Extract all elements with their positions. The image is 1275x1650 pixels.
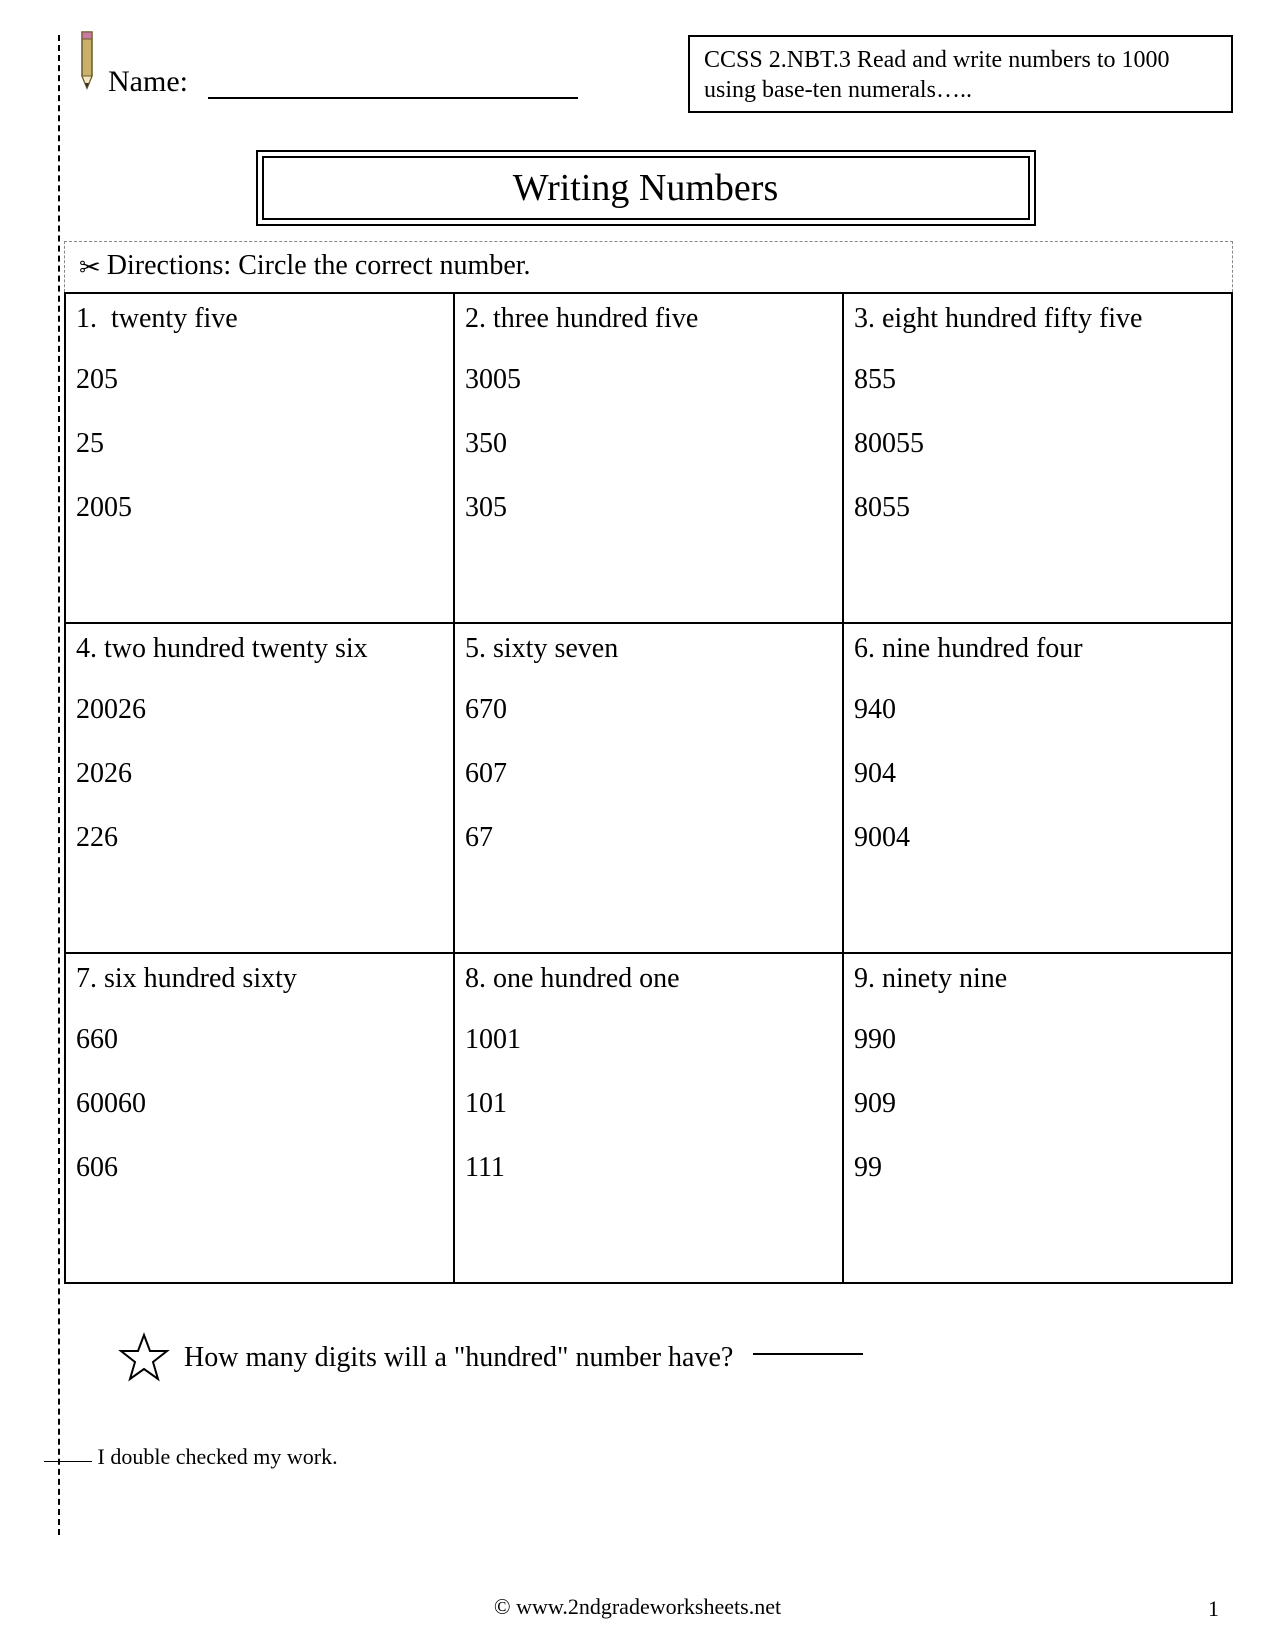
- option[interactable]: 3005: [465, 364, 832, 396]
- standard-box: CCSS 2.NBT.3 Read and write numbers to 1…: [688, 35, 1233, 113]
- q-num: 1.: [76, 303, 97, 334]
- question-grid: 1. twenty five 205 25 2005 2. three hund…: [64, 292, 1233, 1284]
- check-text: I double checked my work.: [98, 1444, 338, 1469]
- option[interactable]: 205: [76, 364, 443, 396]
- header: Name: CCSS 2.NBT.3 Read and write number…: [58, 35, 1233, 125]
- q-num: 6.: [854, 633, 875, 664]
- cell-8: 8. one hundred one 1001 101 111: [454, 953, 843, 1283]
- page-title: Writing Numbers: [262, 156, 1030, 220]
- cell-9: 9. ninety nine 990 909 99: [843, 953, 1232, 1283]
- q-num: 4.: [76, 633, 97, 664]
- q-num: 7.: [76, 963, 97, 994]
- option[interactable]: 855: [854, 364, 1221, 396]
- cell-3: 3. eight hundred fifty five 855 80055 80…: [843, 293, 1232, 623]
- option[interactable]: 909: [854, 1088, 1221, 1120]
- q-num: 3.: [854, 303, 875, 334]
- cell-2: 2. three hundred five 3005 350 305: [454, 293, 843, 623]
- option[interactable]: 350: [465, 428, 832, 460]
- q-word: one hundred one: [493, 963, 680, 994]
- cell-4: 4. two hundred twenty six 20026 2026 226: [65, 623, 454, 953]
- option[interactable]: 940: [854, 694, 1221, 726]
- option[interactable]: 670: [465, 694, 832, 726]
- option[interactable]: 80055: [854, 428, 1221, 460]
- option[interactable]: 67: [465, 822, 832, 854]
- option[interactable]: 20026: [76, 694, 443, 726]
- q-num: 9.: [854, 963, 875, 994]
- cell-1: 1. twenty five 205 25 2005: [65, 293, 454, 623]
- option[interactable]: 2005: [76, 492, 443, 524]
- directions-text: Directions: Circle the correct number.: [107, 250, 531, 282]
- bonus-text: How many digits will a "hundred" number …: [184, 1342, 733, 1374]
- option[interactable]: 904: [854, 758, 1221, 790]
- q-word: two hundred twenty six: [104, 633, 368, 664]
- bonus-answer-line[interactable]: [753, 1353, 863, 1355]
- q-word: three hundred five: [493, 303, 698, 334]
- check-line[interactable]: [44, 1461, 92, 1462]
- option[interactable]: 8055: [854, 492, 1221, 524]
- cell-5: 5. sixty seven 670 607 67: [454, 623, 843, 953]
- option[interactable]: 9004: [854, 822, 1221, 854]
- option[interactable]: 101: [465, 1088, 832, 1120]
- q-num: 5.: [465, 633, 486, 664]
- pencil-icon: [70, 30, 104, 90]
- option[interactable]: 2026: [76, 758, 443, 790]
- option[interactable]: 607: [465, 758, 832, 790]
- option[interactable]: 111: [465, 1152, 832, 1184]
- option[interactable]: 60060: [76, 1088, 443, 1120]
- option[interactable]: 25: [76, 428, 443, 460]
- q-word: six hundred sixty: [104, 963, 297, 994]
- scissors-icon: ✂: [79, 253, 101, 283]
- q-word: nine hundred four: [882, 633, 1083, 664]
- option[interactable]: 990: [854, 1024, 1221, 1056]
- bonus-row: How many digits will a "hundred" number …: [118, 1332, 1233, 1384]
- option[interactable]: 226: [76, 822, 443, 854]
- q-word: sixty seven: [493, 633, 618, 664]
- q-word: ninety nine: [882, 963, 1007, 994]
- check-row: I double checked my work.: [44, 1444, 1233, 1470]
- option[interactable]: 99: [854, 1152, 1221, 1184]
- option[interactable]: 1001: [465, 1024, 832, 1056]
- option[interactable]: 660: [76, 1024, 443, 1056]
- q-num: 2.: [465, 303, 486, 334]
- margin-dash-line: [58, 35, 60, 1535]
- cell-6: 6. nine hundred four 940 904 9004: [843, 623, 1232, 953]
- title-box: Writing Numbers: [256, 150, 1036, 226]
- option[interactable]: 305: [465, 492, 832, 524]
- directions-bar: ✂ Directions: Circle the correct number.: [64, 241, 1233, 292]
- option[interactable]: 606: [76, 1152, 443, 1184]
- q-word: twenty five: [111, 303, 238, 334]
- footer-copyright: © www.2ndgradeworksheets.net: [0, 1594, 1275, 1620]
- page-number: 1: [1208, 1596, 1219, 1622]
- star-icon: [118, 1332, 170, 1384]
- q-num: 8.: [465, 963, 486, 994]
- q-word: eight hundred fifty five: [882, 303, 1142, 334]
- name-label: Name:: [108, 65, 188, 99]
- cell-7: 7. six hundred sixty 660 60060 606: [65, 953, 454, 1283]
- name-input-line[interactable]: [208, 97, 578, 99]
